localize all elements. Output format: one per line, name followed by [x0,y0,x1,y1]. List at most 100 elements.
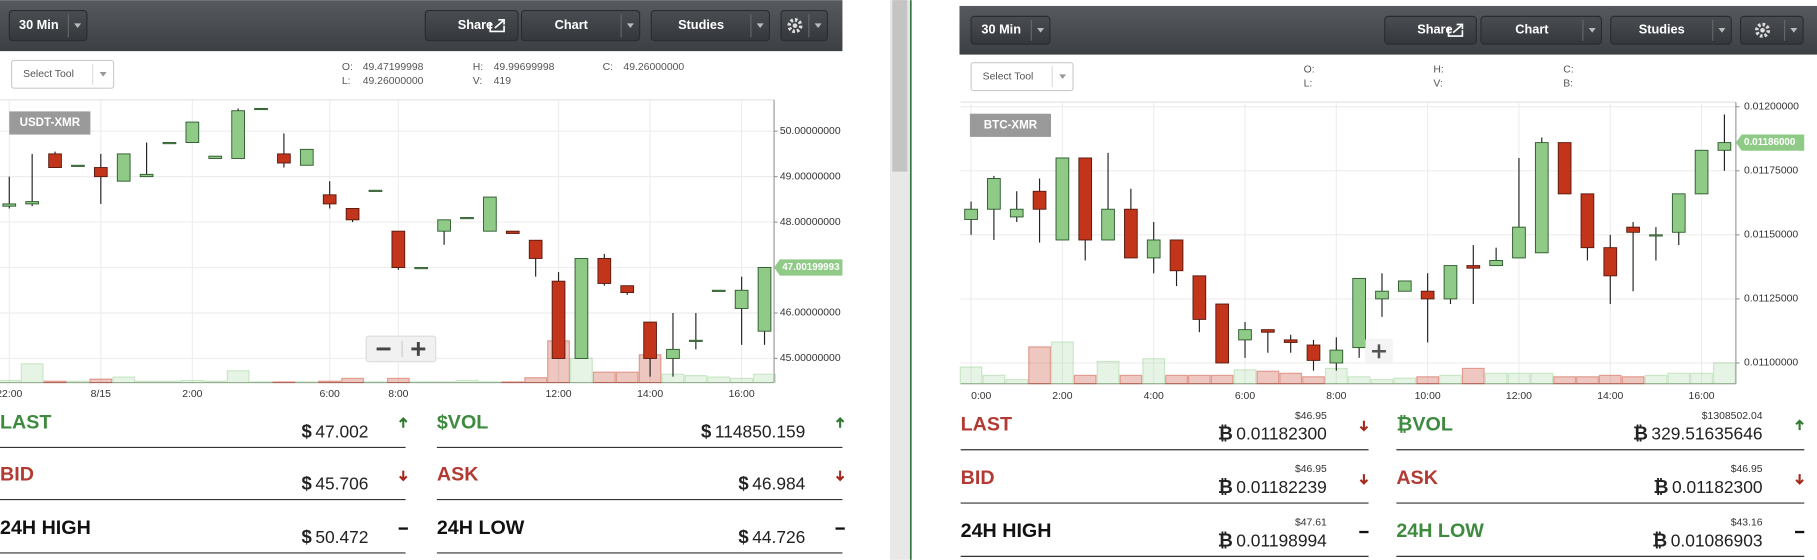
volume-bar [1165,374,1188,385]
stat-currency: ₿ [1218,529,1233,550]
volume-bar [524,377,548,384]
interval-button[interactable]: 30 Min [970,15,1051,45]
volume-bar [1050,341,1074,385]
scroll-thumb[interactable] [892,0,908,172]
candle-body [231,110,245,159]
volume-bar [1370,378,1394,385]
volume-bar [112,376,136,384]
gear-icon [787,18,803,34]
trend-down [1359,474,1369,485]
candle-body [1420,290,1435,300]
stat: BID $45.706 [0,463,408,501]
stat-usd: $1308502.04 [1702,411,1763,422]
volume-bar [615,371,639,384]
button-bg [780,9,828,42]
x-tick-label: 6:00 [320,389,340,400]
stat: LAST $46.95₿ 0.01182300 [960,411,1369,451]
select-tool[interactable]: Select Tool [11,59,115,89]
stat-number: 47.002 [315,421,368,441]
share-button[interactable]: Share [424,9,519,42]
stat-label: LAST [0,411,51,433]
x-tick-label: 8:00 [1326,391,1346,402]
select-tool[interactable]: Select Tool [970,62,1074,92]
stat-label: ₿VOL [1396,414,1453,436]
last-price-tag [1735,134,1805,151]
interval-label: 30 Min [19,17,59,32]
ohlc-label: L: [342,76,351,87]
candle-body [185,121,200,144]
ohlc-value: 49.26000000 [363,76,424,87]
candle-body [1375,290,1389,300]
candle-body [1397,280,1412,292]
zoom-controls[interactable] [365,335,437,363]
volume-bar [1324,367,1348,385]
candle-body [505,230,520,234]
caret [1790,27,1798,33]
pair-badge [9,111,91,135]
studies-button[interactable]: Studies [1610,15,1732,45]
stat-currency: ₿ [1218,476,1233,497]
zoom-controls[interactable] [1365,338,1393,365]
chart-button[interactable]: Chart [1480,15,1603,45]
select-label: Select Tool [23,69,74,80]
y-tick-label: 0.01200000 [1744,101,1799,112]
candle-body [1306,344,1321,361]
stat-number: 46.984 [752,473,805,493]
candle-body [1078,157,1093,241]
x-tick-label: 16:00 [729,389,755,400]
stat-number: 0.01086903 [1671,530,1763,550]
volume-bar [1142,358,1166,385]
candle-body [1261,329,1275,333]
ohlc-label: H: [1433,64,1443,75]
last-price-label: 47.00199993 [782,262,840,273]
zoom-in-icon [1372,344,1386,359]
volume-bar [753,373,776,384]
volume-bar [43,380,67,384]
volume-bar [1530,372,1554,385]
candle-body [1603,247,1618,277]
volume-bar [1210,374,1234,385]
volume-bar [272,381,296,384]
volume-bar [1005,378,1029,385]
y-tick-label: 0.01125000 [1744,294,1798,305]
stat-value: ₿ 0.01086903 [1652,529,1762,550]
interval-button[interactable]: 30 Min [8,9,88,42]
volume-bar [1233,369,1257,385]
settings-button[interactable] [780,9,828,42]
select-box [970,62,1074,92]
share-icon [489,19,505,33]
share-label: Share [1417,22,1452,37]
button-bg [1739,15,1804,45]
candle-body [345,207,360,221]
trend-up [399,417,408,428]
x-tick-label: 12:00 [1506,391,1532,402]
volume-bar [1416,376,1440,385]
volume-bar [1393,377,1417,385]
stat-currency: ₿ [1633,423,1648,444]
candle-body [162,142,177,145]
share-label: Share [458,17,493,32]
stat: LAST $47.002 [0,411,408,449]
x-tick-label: 8/15 [91,389,111,400]
volume-bar [1347,376,1371,385]
settings-button[interactable] [1739,15,1804,45]
stat-label: BID [961,467,995,489]
candle-body [1717,142,1732,151]
x-tick-label: 16:00 [1689,391,1715,402]
trend-down [399,470,408,482]
studies-button[interactable]: Studies [650,9,771,42]
volume-bar [982,374,1006,385]
ohlc-value: 49.99699998 [494,62,555,73]
stat-currency: ₿ [1653,476,1668,497]
share-button[interactable]: Share [1384,15,1477,45]
stat-label: LAST [961,414,1012,436]
x-tick-label: 2:00 [1052,391,1072,402]
stat-currency: $ [701,420,712,441]
stat-number: 44.726 [752,526,805,546]
stat-number: 114850.159 [715,421,806,441]
button-bg [1610,15,1732,45]
volume-bar [135,380,159,384]
chart-button[interactable]: Chart [520,9,641,42]
interval-label: 30 Min [981,22,1021,37]
